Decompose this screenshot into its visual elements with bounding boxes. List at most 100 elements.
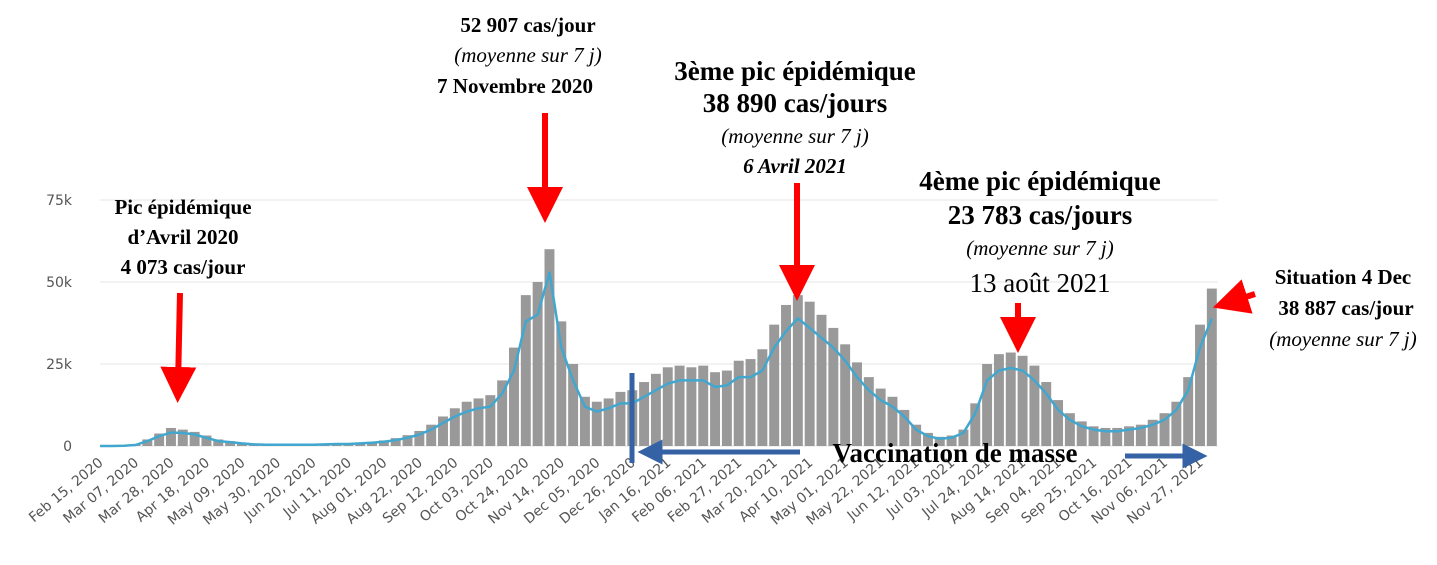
bar (828, 327, 839, 446)
bar (781, 304, 791, 446)
annotation: 13 août 2021 (970, 268, 1111, 298)
bar (757, 349, 768, 446)
bar (733, 360, 744, 446)
bar (840, 344, 851, 446)
bar (189, 431, 200, 446)
bar (390, 438, 401, 446)
bar (579, 396, 590, 446)
annotation: 4 073 cas/jour (121, 255, 246, 279)
annotation: 4ème pic épidémique (919, 166, 1160, 196)
bar (532, 282, 543, 446)
bar (1124, 426, 1134, 446)
bar (1029, 365, 1040, 446)
bar (698, 365, 709, 446)
annotation: 52 907 cas/jour (460, 13, 595, 37)
bar (1159, 413, 1170, 446)
annotation: 38 887 cas/jour (1278, 296, 1413, 320)
bar (887, 396, 898, 446)
bar (426, 424, 437, 446)
bar (414, 430, 425, 446)
y-tick-label: 25k (46, 357, 73, 373)
annotation: d’Avril 2020 (127, 225, 238, 249)
bar (970, 403, 981, 446)
annotation: Vaccination de masse (832, 438, 1077, 468)
bar (804, 301, 815, 446)
annotation: 7 Novembre 2020 (437, 74, 593, 98)
annotation: 6 Avril 2021 (743, 154, 847, 178)
bar (934, 436, 945, 446)
bar (485, 395, 496, 446)
bar (603, 398, 614, 446)
bar (662, 367, 673, 446)
bar (993, 354, 1004, 446)
bar (1171, 401, 1182, 446)
bar (213, 439, 224, 446)
bar (1183, 377, 1194, 446)
bar (911, 424, 922, 446)
bar (899, 409, 910, 446)
annotation: 23 783 cas/jours (948, 200, 1133, 230)
bar (1135, 424, 1146, 446)
annotations: Pic épidémique d’Avril 2020 4 073 cas/jo… (114, 13, 1416, 468)
bar (816, 314, 827, 446)
vaccination-marker (629, 373, 1208, 469)
bar (438, 416, 448, 446)
bar (1112, 427, 1123, 446)
bar (1147, 419, 1158, 446)
bar (958, 429, 969, 446)
annotation: (moyenne sur 7 j) (1269, 327, 1417, 351)
bar (177, 429, 188, 446)
bar (509, 347, 519, 446)
bar (745, 359, 756, 446)
bar (1064, 413, 1075, 446)
y-tick-label: 0 (63, 439, 72, 455)
bar (225, 441, 236, 446)
bar (520, 295, 531, 446)
bar (946, 435, 957, 446)
bar (201, 435, 212, 446)
bar (1206, 288, 1217, 446)
bar (1053, 400, 1064, 446)
bar (1041, 382, 1052, 446)
annotation: 38 890 cas/jours (703, 88, 888, 118)
bar (769, 324, 780, 446)
bar (875, 388, 886, 446)
bar (473, 398, 484, 446)
annotation: (moyenne sur 7 j) (966, 236, 1114, 260)
bar (650, 373, 661, 446)
bar (568, 364, 579, 446)
bar (556, 321, 567, 446)
bar (154, 433, 165, 446)
bar (674, 365, 685, 446)
arrow (1212, 279, 1256, 314)
annotation: Pic épidémique (114, 195, 251, 219)
bar (497, 380, 508, 446)
bar (615, 391, 626, 446)
bar (449, 408, 460, 446)
bar (982, 364, 993, 446)
annotation: (moyenne sur 7 j) (454, 43, 602, 67)
bar (863, 377, 874, 446)
bar (922, 432, 933, 446)
annotation: 3ème pic épidémique (674, 56, 915, 86)
bar (1195, 324, 1205, 446)
y-tick-label: 50k (46, 275, 73, 291)
bar (792, 295, 803, 446)
bar (1100, 427, 1111, 446)
line (100, 271, 1213, 448)
bar (1088, 426, 1099, 446)
bar (1017, 355, 1028, 446)
bar (721, 370, 732, 446)
bar (544, 249, 555, 446)
bar (686, 367, 697, 446)
bar (461, 401, 472, 446)
bar (166, 427, 176, 446)
bar (142, 439, 153, 446)
bar (710, 372, 721, 446)
bar (1076, 421, 1087, 446)
y-tick-label: 75k (46, 193, 73, 209)
bar (639, 382, 650, 446)
annotation: (moyenne sur 7 j) (721, 124, 869, 148)
bar (378, 440, 389, 446)
